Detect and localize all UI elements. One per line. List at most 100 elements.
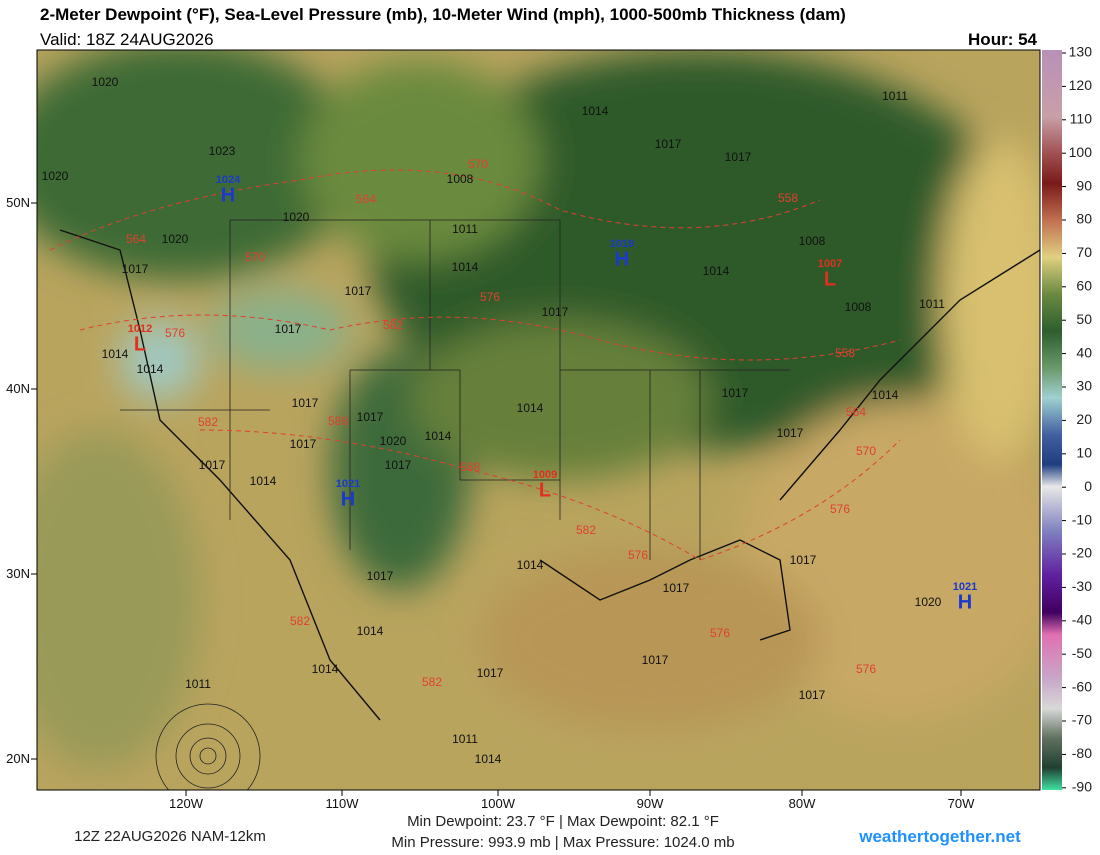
- isobar-label: 1017: [642, 653, 669, 667]
- isobar-label: 1014: [452, 260, 479, 274]
- lon-label: 70W: [948, 796, 975, 811]
- lon-label: 120W: [169, 796, 204, 811]
- isobar-label: 1017: [122, 262, 149, 276]
- valid-time: Valid: 18Z 24AUG2026: [40, 30, 214, 49]
- lat-label: 20N: [6, 751, 30, 766]
- thickness-label: 582: [198, 415, 218, 429]
- isobar-label: 1017: [275, 322, 302, 336]
- thickness-label: 558: [835, 346, 855, 360]
- isobar-label: 1020: [92, 75, 119, 89]
- isobar-label: 1011: [185, 677, 211, 691]
- isobar-label: 1020: [283, 210, 310, 224]
- isobar-label: 1020: [42, 169, 69, 183]
- colorbar-label: -60: [1072, 678, 1092, 694]
- colorbar-label: -90: [1072, 779, 1092, 795]
- center-value: 1019: [610, 238, 634, 250]
- center-letter: L: [539, 479, 551, 501]
- thickness-label: 588: [460, 460, 480, 474]
- center-letter: H: [615, 248, 629, 270]
- isobar-label: 1014: [312, 662, 339, 676]
- colorbar-label: 20: [1076, 411, 1092, 427]
- isobar-label: 1017: [385, 458, 412, 472]
- isobar-label: 1023: [209, 144, 236, 158]
- colorbar: [1042, 50, 1062, 790]
- colorbar-label: -10: [1072, 511, 1092, 527]
- isobar-label: 1020: [380, 434, 407, 448]
- center-letter: L: [134, 333, 146, 355]
- thickness-label: 576: [165, 326, 185, 340]
- model-run: 12Z 22AUG2026 NAM-12km: [74, 828, 266, 845]
- thickness-label: 570: [856, 444, 876, 458]
- lat-label: 50N: [6, 195, 30, 210]
- thickness-label: 582: [422, 675, 442, 689]
- colorbar-label: 70: [1076, 244, 1092, 260]
- colorbar-label: 50: [1076, 311, 1092, 327]
- thickness-label: 564: [356, 192, 376, 206]
- map-frame: [36, 49, 1041, 791]
- isobar-label: 1008: [447, 172, 474, 186]
- isobar-label: 1014: [582, 104, 609, 118]
- colorbar-label: -40: [1072, 612, 1092, 628]
- isobar-label: 1017: [790, 553, 817, 567]
- colorbar-label: 120: [1069, 77, 1093, 93]
- isobar-label: 1017: [777, 426, 804, 440]
- thickness-label: 570: [245, 250, 265, 264]
- isobar-label: 1017: [477, 666, 504, 680]
- lon-label: 90W: [637, 796, 664, 811]
- thickness-label: 558: [778, 191, 798, 205]
- isobar-label: 1020: [162, 232, 189, 246]
- center-value: 1021: [336, 478, 360, 490]
- colorbar-label: 100: [1069, 144, 1093, 160]
- colorbar-label: 110: [1070, 111, 1093, 127]
- thickness-label: 588: [328, 414, 348, 428]
- isobar-label: 1014: [517, 558, 544, 572]
- isobar-label: 1017: [722, 386, 749, 400]
- isobar-label: 1014: [872, 388, 899, 402]
- lon-label: 80W: [789, 796, 816, 811]
- isobar-label: 1020: [915, 595, 942, 609]
- isobar-label: 1017: [655, 137, 682, 151]
- thickness-label: 576: [628, 548, 648, 562]
- isobar-label: 1008: [845, 300, 872, 314]
- colorbar-label: 30: [1076, 378, 1092, 394]
- colorbar-label: 90: [1076, 177, 1092, 193]
- forecast-hour: Hour: 54: [968, 30, 1038, 49]
- center-letter: H: [221, 184, 235, 206]
- pressure-range: Min Pressure: 993.9 mb | Max Pressure: 1…: [391, 834, 734, 850]
- center-letter: H: [341, 488, 355, 510]
- isobar-label: 1017: [199, 458, 226, 472]
- thickness-label: 576: [480, 290, 500, 304]
- site-credit: weathertogether.net: [858, 827, 1021, 846]
- isobar-label: 1014: [475, 752, 502, 766]
- isobar-label: 1014: [517, 401, 544, 415]
- isobar-label: 1017: [725, 150, 752, 164]
- colorbar-label: 0: [1084, 478, 1092, 494]
- thickness-label: 576: [710, 626, 730, 640]
- map: 1020 1023 1020 1020 1020 1017 1014 1017 1017 1011…: [37, 50, 1040, 790]
- center-letter: H: [958, 591, 972, 613]
- isobar-label: 1014: [102, 347, 129, 361]
- isobar-label: 1017: [357, 410, 384, 424]
- lon-label: 110W: [326, 796, 360, 811]
- center-value: 1007: [818, 258, 842, 270]
- isobar-label: 1011: [452, 222, 478, 236]
- isobar-label: 1017: [345, 284, 372, 298]
- colorbar-label: -70: [1072, 712, 1092, 728]
- dewpoint-range: Min Dewpoint: 23.7 °F | Max Dewpoint: 82…: [407, 813, 719, 830]
- thickness-label: 570: [468, 157, 488, 171]
- isobar-label: 1011: [882, 89, 908, 103]
- colorbar-label: -50: [1072, 645, 1092, 661]
- colorbar-label: 60: [1076, 278, 1092, 294]
- isobar-label: 1011: [452, 732, 478, 746]
- thickness-label: 564: [846, 405, 866, 419]
- isobar-label: 1017: [292, 396, 319, 410]
- colorbar-label: -80: [1072, 745, 1092, 761]
- lon-label: 100W: [481, 796, 516, 811]
- colorbar-label: 10: [1076, 445, 1092, 461]
- isobar-label: 1017: [542, 305, 569, 319]
- isobar-label: 1017: [799, 688, 826, 702]
- center-value: 1012: [128, 323, 152, 335]
- thickness-label: 582: [576, 523, 596, 537]
- center-value: 1024: [216, 174, 241, 186]
